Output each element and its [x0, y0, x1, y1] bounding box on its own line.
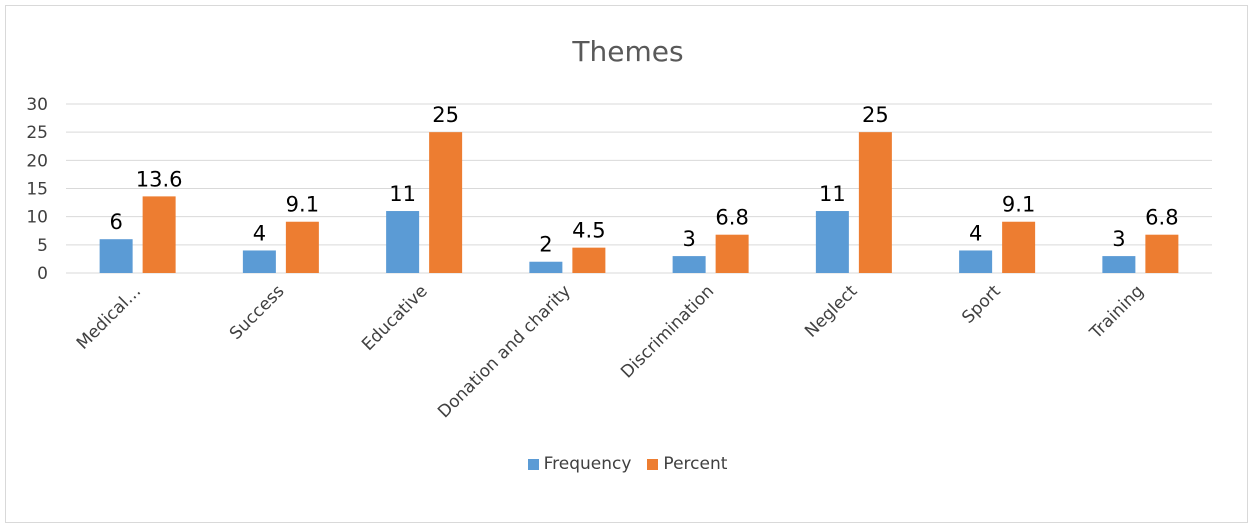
data-label: 11: [389, 182, 416, 206]
bar-frequency-0: [99, 239, 133, 273]
legend-item-percent: Percent: [647, 454, 727, 474]
legend-swatch: [527, 458, 539, 470]
y-tick-label: 10: [26, 208, 48, 228]
data-label: 25: [432, 103, 459, 127]
data-label: 4: [253, 221, 266, 245]
y-tick-label: 15: [26, 180, 48, 200]
x-tick-label: Discrimination: [617, 281, 718, 382]
bar-frequency-2: [386, 211, 420, 273]
data-label: 9.1: [286, 193, 319, 217]
data-label: 6: [109, 210, 122, 234]
legend-label: Percent: [663, 454, 728, 474]
x-tick-label: Success: [226, 281, 289, 344]
data-label: 4.5: [572, 219, 605, 243]
legend: Frequency Percent: [0, 454, 1255, 475]
y-tick-label: 5: [37, 236, 48, 256]
x-tick-label: Training: [1086, 281, 1148, 343]
bar-frequency-3: [529, 261, 563, 273]
x-tick-label: Educative: [358, 281, 432, 355]
x-tick-label: Neglect: [801, 281, 861, 341]
legend-swatch: [647, 458, 659, 470]
data-label: 11: [819, 182, 846, 206]
y-tick-label: 30: [26, 95, 48, 115]
y-tick-label: 0: [37, 264, 48, 284]
data-label: 3: [682, 227, 695, 251]
bar-frequency-1: [242, 250, 276, 273]
bar-percent-1: [285, 221, 319, 273]
data-label: 25: [862, 103, 889, 127]
chart-title: Themes: [571, 35, 683, 68]
x-tick-label: Medical…: [73, 281, 145, 353]
x-tick-label: Sport: [958, 281, 1005, 328]
bar-percent-4: [715, 234, 749, 273]
chart-area: [5, 5, 1248, 523]
y-tick-label: 25: [26, 123, 48, 143]
y-tick-label: 20: [26, 151, 48, 171]
data-label: 13.6: [136, 167, 183, 191]
bar-frequency-4: [672, 256, 706, 273]
data-label: 2: [539, 233, 552, 257]
bar-percent-5: [858, 132, 892, 273]
data-label: 4: [969, 221, 982, 245]
legend-label: Frequency: [543, 454, 632, 474]
legend-item-frequency: Frequency: [527, 454, 632, 474]
x-tick-label: Donation and charity: [434, 281, 575, 422]
bar-frequency-7: [1102, 256, 1136, 273]
bar-frequency-5: [815, 211, 849, 273]
bar-percent-2: [429, 132, 463, 273]
bar-percent-6: [1002, 221, 1036, 273]
bar-percent-7: [1145, 234, 1179, 273]
data-label: 6.8: [1145, 206, 1178, 230]
bar-percent-3: [572, 247, 606, 273]
data-label: 3: [1112, 227, 1125, 251]
bar-frequency-6: [959, 250, 993, 273]
data-label: 6.8: [715, 206, 748, 230]
bar-percent-0: [142, 196, 176, 273]
data-label: 9.1: [1002, 193, 1035, 217]
